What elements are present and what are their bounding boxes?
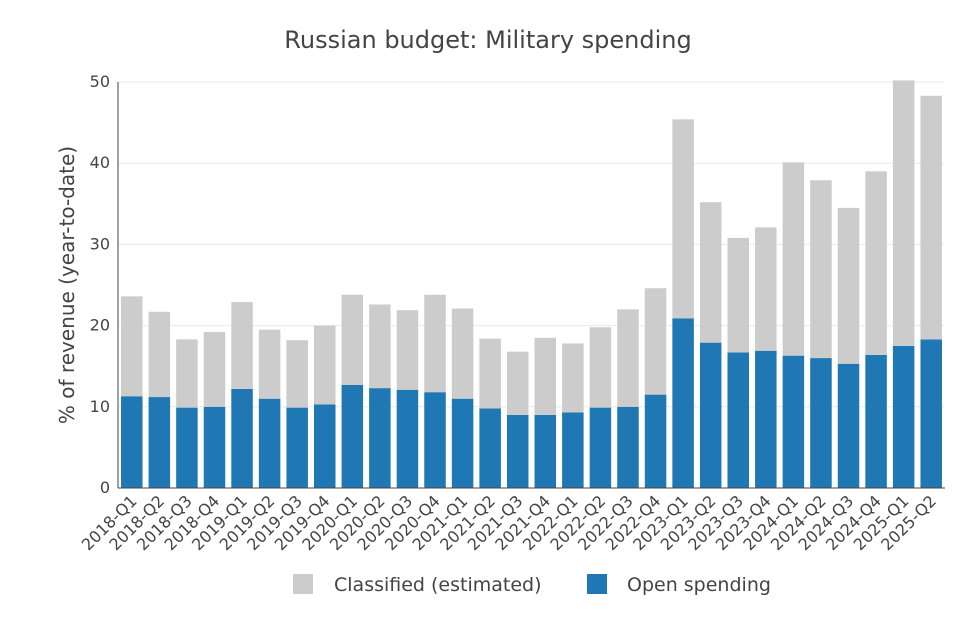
bar-open-spending (148, 397, 171, 488)
gridlines (118, 81, 945, 408)
bar-classified-estimated (589, 327, 612, 408)
bar-classified-estimated (424, 294, 446, 393)
y-tick-label: 50 (90, 72, 110, 91)
legend-label: Classified (estimated) (334, 574, 542, 596)
bar-open-spending (865, 354, 887, 488)
bar-open-spending (258, 398, 281, 488)
bar-classified-estimated (369, 304, 391, 389)
y-axis-title: % of revenue (year-to-date) (55, 146, 79, 424)
bar-classified-estimated (203, 332, 226, 407)
chart-title: Russian budget: Military spending (284, 26, 691, 54)
legend-label: Open spending (627, 574, 771, 596)
bar-open-spending (451, 398, 474, 488)
y-tick-label: 0 (100, 478, 110, 497)
bar-classified-estimated (782, 162, 805, 356)
bar-open-spending (506, 414, 529, 488)
bar-open-spending (755, 350, 777, 488)
y-tick-label: 10 (90, 397, 110, 416)
bar-classified-estimated (506, 351, 529, 415)
bar-classified-estimated (313, 325, 336, 405)
bar-classified-estimated (121, 296, 143, 397)
bar-open-spending (313, 404, 336, 488)
bar-classified-estimated (617, 309, 639, 407)
bar-classified-estimated (231, 302, 253, 389)
bar-classified-estimated (479, 338, 501, 409)
legend-swatch (293, 574, 313, 594)
bar-open-spending (892, 345, 915, 488)
bar-open-spending (589, 407, 612, 488)
bar-open-spending (699, 342, 722, 488)
bar-classified-estimated (837, 207, 860, 364)
bar-classified-estimated (286, 340, 308, 408)
bar-open-spending (920, 339, 942, 488)
bar-open-spending (286, 407, 308, 488)
bar-open-spending (369, 388, 391, 488)
bar-open-spending (837, 363, 860, 488)
y-tick-label: 20 (90, 316, 110, 335)
bar-classified-estimated (341, 294, 364, 385)
bar-classified-estimated (865, 171, 887, 355)
bar-classified-estimated (699, 202, 722, 343)
bar-classified-estimated (920, 95, 942, 340)
bar-open-spending (617, 406, 639, 488)
bars (121, 80, 942, 488)
bar-open-spending (810, 358, 832, 488)
bar-open-spending (176, 407, 198, 488)
y-tick-label: 40 (90, 153, 110, 172)
bar-classified-estimated (755, 227, 777, 351)
bar-open-spending (562, 412, 584, 488)
bar-classified-estimated (644, 288, 667, 395)
bar-open-spending (782, 355, 805, 488)
bar-open-spending (396, 389, 419, 488)
bar-classified-estimated (258, 329, 281, 399)
bar-open-spending (424, 392, 446, 488)
bar-open-spending (644, 394, 667, 488)
bar-open-spending (341, 384, 364, 488)
bar-open-spending (534, 414, 557, 488)
bar-classified-estimated (396, 310, 419, 390)
bar-open-spending (121, 396, 143, 488)
legend: Classified (estimated) Open spending (293, 574, 771, 596)
y-tick-label: 30 (90, 234, 110, 253)
bar-classified-estimated (176, 339, 198, 408)
bar-classified-estimated (534, 337, 557, 415)
bar-classified-estimated (148, 311, 171, 398)
bar-classified-estimated (892, 80, 915, 346)
bar-classified-estimated (562, 343, 584, 413)
bar-open-spending (231, 388, 253, 488)
bar-open-spending (479, 408, 501, 488)
bar-open-spending (203, 406, 226, 488)
bar-open-spending (672, 318, 694, 488)
bar-classified-estimated (672, 119, 694, 319)
bar-classified-estimated (451, 308, 474, 399)
bar-classified-estimated (727, 237, 750, 353)
bar-classified-estimated (810, 180, 832, 359)
bar-open-spending (727, 352, 750, 488)
legend-swatch (587, 574, 607, 594)
